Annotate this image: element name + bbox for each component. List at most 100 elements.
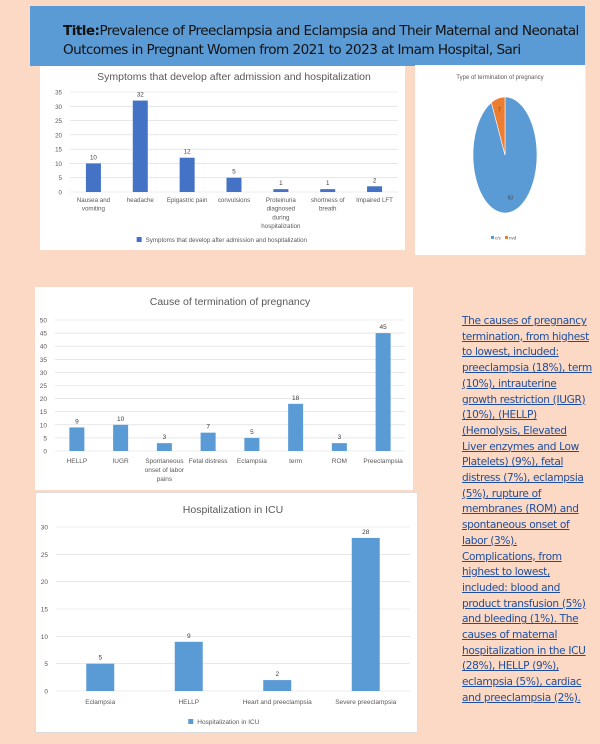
x-tick-label: Fetal distress <box>189 458 228 465</box>
bar <box>320 189 336 192</box>
bar <box>179 157 195 192</box>
bar <box>69 427 85 451</box>
x-tick-label: Nausea and vomiting <box>77 197 111 213</box>
x-tick-label: Severe preeclampsia <box>335 699 396 706</box>
bar <box>375 333 391 451</box>
x-tick-label: Spontaneous onset of labor pains <box>145 458 185 483</box>
x-tick-label: Eclampsia <box>85 699 115 706</box>
x-tick-label: Proteinuria diagnosed during hospitalizatio… <box>261 197 301 230</box>
data-label: 28 <box>362 529 370 536</box>
y-tick-label: 0 <box>44 689 48 696</box>
y-tick-label: 20 <box>40 396 48 403</box>
x-tick-label: shortness of breath <box>311 197 345 213</box>
legend-swatch <box>491 236 494 239</box>
title-banner: Title:Prevalence of Preeclampsia and Ecl… <box>30 6 585 66</box>
y-tick-label: 0 <box>43 449 47 456</box>
chart-title: Symptoms that develop after admission an… <box>97 71 371 83</box>
legend-label: nvd <box>509 236 517 241</box>
bar <box>132 100 148 192</box>
y-tick-label: 30 <box>40 370 48 377</box>
x-tick-label: Heart and preeclampsia <box>243 699 312 706</box>
summary-text[interactable]: The causes of pregnancy termination, fro… <box>462 315 592 704</box>
data-label: 10 <box>90 154 97 161</box>
data-label: 5 <box>232 169 236 176</box>
x-tick-label: HELLP <box>178 699 199 706</box>
icu-hospitalization-chart: Hospitalization in ICU 0 5 10 15 20 25 30 5 Eclam… <box>35 492 418 733</box>
x-tick-label: headache <box>127 197 155 204</box>
termination-type-pie-chart: Type of termination of pregnancy 93 c/s 7 nv… <box>415 65 586 255</box>
data-label: 3 <box>163 434 167 441</box>
y-tick-label: 15 <box>40 409 48 416</box>
x-tick-label: convulsions <box>218 197 250 204</box>
pie-data-label: 7 <box>498 108 501 114</box>
bar <box>263 680 292 691</box>
title-text: Prevalence of Preeclampsia and Eclampsia… <box>63 23 579 58</box>
x-tick-label: term <box>289 458 302 465</box>
y-tick-label: 0 <box>59 190 63 197</box>
data-label: 2 <box>373 177 377 184</box>
pie-slice <box>491 96 506 156</box>
x-tick-label: Preeclampsia <box>363 458 403 465</box>
bar <box>244 437 260 451</box>
legend-label: Symptoms that develop after admission an… <box>146 237 308 244</box>
y-tick-label: 30 <box>55 104 62 111</box>
bar <box>200 432 216 451</box>
y-tick-label: 50 <box>40 318 48 325</box>
data-label: 9 <box>75 418 79 425</box>
y-tick-label: 10 <box>40 422 48 429</box>
y-tick-label: 25 <box>40 383 48 390</box>
y-tick-label: 35 <box>40 357 48 364</box>
y-tick-label: 35 <box>55 90 62 97</box>
data-label: 1 <box>279 180 283 187</box>
y-tick-label: 10 <box>41 634 49 641</box>
x-tick-label: Eclampsia <box>237 458 267 465</box>
data-label: 9 <box>187 633 191 640</box>
bar <box>86 663 115 691</box>
y-tick-label: 20 <box>55 132 62 139</box>
x-tick-label: HELLP <box>67 458 88 465</box>
y-tick-label: 40 <box>40 344 48 351</box>
bar <box>288 403 304 451</box>
legend-swatch <box>188 719 194 724</box>
x-tick-label: IUGR <box>113 458 130 465</box>
title-label: Title: <box>63 23 100 39</box>
data-label: 45 <box>380 324 388 331</box>
data-label: 3 <box>338 434 342 441</box>
bar <box>367 186 383 192</box>
legend-swatch <box>505 236 508 239</box>
data-label: 5 <box>98 655 102 662</box>
bar <box>331 443 347 451</box>
y-tick-label: 5 <box>43 435 47 442</box>
y-tick-label: 10 <box>55 161 62 168</box>
chart-title: Hospitalization in ICU <box>183 504 283 516</box>
bar <box>174 641 203 691</box>
chart-title: Cause of termination of pregnancy <box>150 296 311 308</box>
x-tick-label: Impaired LFT <box>356 197 393 204</box>
pie-data-label: 93 <box>507 195 513 201</box>
bar <box>156 443 172 451</box>
data-label: 10 <box>117 416 125 423</box>
x-tick-label: Epigastric pain <box>167 197 208 204</box>
y-tick-label: 5 <box>59 175 63 182</box>
x-tick-label: ROM <box>332 458 347 465</box>
y-tick-label: 20 <box>41 579 49 586</box>
legend-label: Hospitalization in ICU <box>197 719 259 726</box>
data-label: 1 <box>326 180 330 187</box>
legend-swatch <box>136 237 142 242</box>
bar <box>273 189 289 192</box>
termination-cause-chart: Cause of termination of pregnancy 0 5 10 15 2… <box>35 287 413 490</box>
legend-label: c/s <box>495 236 502 241</box>
bar <box>351 537 380 691</box>
bar <box>85 163 101 192</box>
bar <box>226 177 242 192</box>
y-tick-label: 45 <box>40 331 48 338</box>
y-tick-label: 25 <box>55 118 62 125</box>
data-label: 18 <box>292 395 300 402</box>
bar <box>113 424 129 451</box>
y-tick-label: 15 <box>55 147 62 154</box>
data-label: 5 <box>250 429 254 436</box>
data-label: 7 <box>206 424 210 431</box>
y-tick-label: 5 <box>44 661 48 668</box>
y-tick-label: 25 <box>41 552 49 559</box>
data-label: 2 <box>275 671 279 678</box>
